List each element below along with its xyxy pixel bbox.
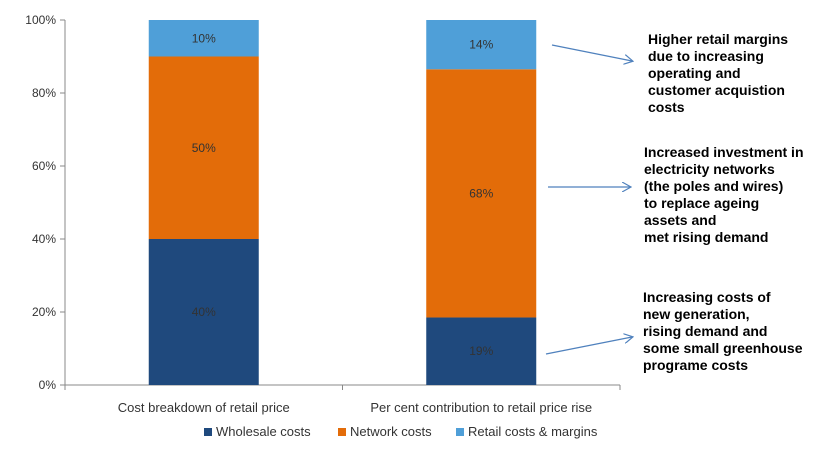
data-label: 40% [192,305,216,319]
bar-network-costs-1 [148,56,259,239]
legend-swatch [204,428,212,436]
data-label: 50% [192,141,216,155]
annotation-arrow-3 [545,337,632,355]
bar-retail-costs-margins-2 [426,20,537,70]
data-label: 10% [192,31,216,45]
annotation-wholesale: Increasing costs of new generation, risi… [643,289,803,373]
annotation-retail: Higher retail margins due to increasing … [648,31,789,115]
legend-swatch [456,428,464,436]
annotation-arrow-1 [551,44,632,61]
data-label: 14% [469,38,493,52]
bar-network-costs-2 [426,69,537,318]
y-tick-label: 60% [32,159,56,173]
y-tick-label: 80% [32,86,56,100]
y-tick-label: 0% [39,378,57,392]
bar-wholesale-costs-2 [426,317,537,385]
y-tick-label: 20% [32,305,56,319]
data-label: 68% [469,186,493,200]
x-category-label: Per cent contribution to retail price ri… [370,400,592,415]
bar-retail-costs-margins-1 [148,20,259,57]
annotation-network: Increased investment in electricity netw… [644,144,804,245]
legend-label: Wholesale costs [216,424,311,439]
legend-swatch [338,428,346,436]
legend-label: Retail costs & margins [468,424,598,439]
y-tick-label: 100% [25,13,56,27]
data-label: 19% [469,344,493,358]
x-category-label: Cost breakdown of retail price [118,400,290,415]
bar-wholesale-costs-1 [148,239,259,385]
y-tick-label: 40% [32,232,56,246]
legend-label: Network costs [350,424,432,439]
